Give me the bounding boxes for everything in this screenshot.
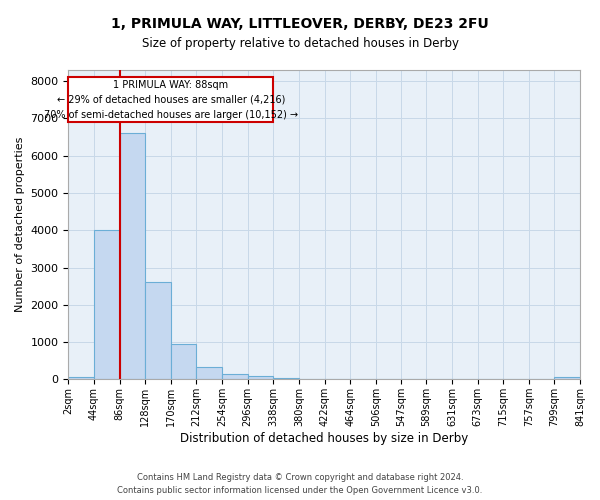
Bar [273,378,299,380]
Text: Size of property relative to detached houses in Derby: Size of property relative to detached ho… [142,38,458,51]
Bar [222,374,248,380]
Bar [68,78,273,122]
Bar [145,282,171,380]
Bar [171,344,196,380]
Bar [248,376,273,380]
X-axis label: Distribution of detached houses by size in Derby: Distribution of detached houses by size … [180,432,469,445]
Bar [68,378,94,380]
Text: Contains HM Land Registry data © Crown copyright and database right 2024.
Contai: Contains HM Land Registry data © Crown c… [118,474,482,495]
Bar [196,367,222,380]
Bar [94,230,119,380]
Text: 1, PRIMULA WAY, LITTLEOVER, DERBY, DE23 2FU: 1, PRIMULA WAY, LITTLEOVER, DERBY, DE23 … [111,18,489,32]
Y-axis label: Number of detached properties: Number of detached properties [15,137,25,312]
Bar [554,378,580,380]
Bar [119,134,145,380]
Bar [299,378,325,380]
Text: 1 PRIMULA WAY: 88sqm
← 29% of detached houses are smaller (4,216)
70% of semi-de: 1 PRIMULA WAY: 88sqm ← 29% of detached h… [44,80,298,120]
